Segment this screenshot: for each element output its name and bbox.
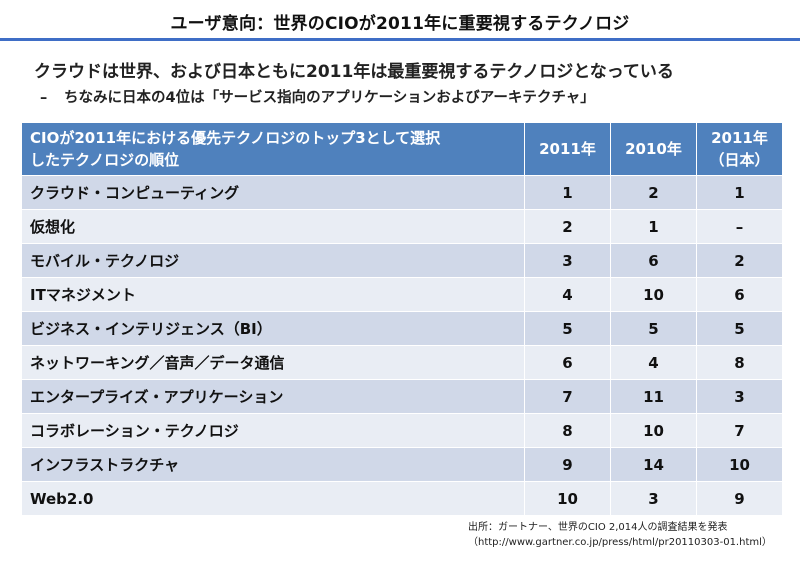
header-japan-line1: 2011年	[711, 129, 768, 147]
rank-2010: 14	[610, 447, 697, 482]
rank-2011: 5	[524, 311, 611, 346]
header-technology-line1: CIOが2011年における優先テクノロジのトップ3として選択	[30, 129, 441, 147]
rank-2010: 10	[610, 413, 697, 448]
source-note: 出所：ガートナー、世界のCIO 2,014人の調査結果を発表 （http://w…	[468, 520, 772, 550]
rank-japan: –	[696, 209, 783, 244]
bullet-sub-dash: –	[40, 90, 48, 106]
header-technology: CIOが2011年における優先テクノロジのトップ3として選択 したテクノロジの順…	[21, 122, 525, 176]
row-label: ネットワーキング／音声／データ通信	[21, 345, 525, 380]
row-label: 仮想化	[21, 209, 525, 244]
rank-2010: 11	[610, 379, 697, 414]
rank-2011: 4	[524, 277, 611, 312]
table-row: ITマネジメント 4 10 6	[21, 277, 783, 312]
rank-japan: 5	[696, 311, 783, 346]
table-row: クラウド・コンピューティング 1 2 1	[21, 175, 783, 210]
row-label: コラボレーション・テクノロジ	[21, 413, 525, 448]
header-technology-line2: したテクノロジの順位	[30, 151, 180, 169]
row-label: ITマネジメント	[21, 277, 525, 312]
table-row: インフラストラクチャ 9 14 10	[21, 447, 783, 482]
bullet-sub-text: ちなみに日本の4位は「サービス指向のアプリケーションおよびアーキテクチャ」	[64, 90, 595, 106]
rank-japan: 9	[696, 481, 783, 516]
row-label: エンタープライズ・アプリケーション	[21, 379, 525, 414]
rank-2011: 8	[524, 413, 611, 448]
row-label: クラウド・コンピューティング	[21, 175, 525, 210]
page-title: ユーザ意向：世界のCIOが2011年に重要視するテクノロジ	[170, 14, 630, 34]
table-header-row: CIOが2011年における優先テクノロジのトップ3として選択 したテクノロジの順…	[21, 122, 783, 176]
source-url: （http://www.gartner.co.jp/press/html/pr2…	[468, 537, 772, 548]
table-row: エンタープライズ・アプリケーション 7 11 3	[21, 379, 783, 414]
rank-japan: 6	[696, 277, 783, 312]
rank-2011: 7	[524, 379, 611, 414]
bullet-sub: – ちなみに日本の4位は「サービス指向のアプリケーションおよびアーキテクチャ」	[40, 86, 595, 107]
table-row: モバイル・テクノロジ 3 6 2	[21, 243, 783, 278]
header-2010: 2010年	[610, 122, 697, 176]
rank-japan: 8	[696, 345, 783, 380]
ranking-table: CIOが2011年における優先テクノロジのトップ3として選択 したテクノロジの順…	[21, 122, 783, 516]
header-2011: 2011年	[524, 122, 611, 176]
rank-japan: 7	[696, 413, 783, 448]
rank-2010: 3	[610, 481, 697, 516]
rank-japan: 2	[696, 243, 783, 278]
row-label: インフラストラクチャ	[21, 447, 525, 482]
rank-2011: 2	[524, 209, 611, 244]
rank-2010: 4	[610, 345, 697, 380]
rank-2011: 1	[524, 175, 611, 210]
table-row: コラボレーション・テクノロジ 8 10 7	[21, 413, 783, 448]
rank-2011: 10	[524, 481, 611, 516]
rank-2010: 5	[610, 311, 697, 346]
source-line1: 出所：ガートナー、世界のCIO 2,014人の調査結果を発表	[468, 522, 728, 533]
table-row: 仮想化 2 1 –	[21, 209, 783, 244]
rank-2010: 1	[610, 209, 697, 244]
table-row: Web2.0 10 3 9	[21, 481, 783, 516]
header-2011-japan: 2011年 （日本）	[696, 122, 783, 176]
rank-2011: 6	[524, 345, 611, 380]
rank-2011: 9	[524, 447, 611, 482]
table-row: ビジネス・インテリジェンス（BI） 5 5 5	[21, 311, 783, 346]
rank-2010: 6	[610, 243, 697, 278]
title-divider	[0, 38, 800, 41]
table-row: ネットワーキング／音声／データ通信 6 4 8	[21, 345, 783, 380]
row-label: Web2.0	[21, 481, 525, 516]
rank-2010: 2	[610, 175, 697, 210]
header-japan-line2: （日本）	[709, 151, 770, 169]
rank-2011: 3	[524, 243, 611, 278]
row-label: モバイル・テクノロジ	[21, 243, 525, 278]
rank-japan: 3	[696, 379, 783, 414]
rank-japan: 1	[696, 175, 783, 210]
rank-2010: 10	[610, 277, 697, 312]
row-label: ビジネス・インテリジェンス（BI）	[21, 311, 525, 346]
bullet-main: クラウドは世界、および日本ともに2011年は最重要視するテクノロジとなっている	[34, 62, 674, 82]
rank-japan: 10	[696, 447, 783, 482]
